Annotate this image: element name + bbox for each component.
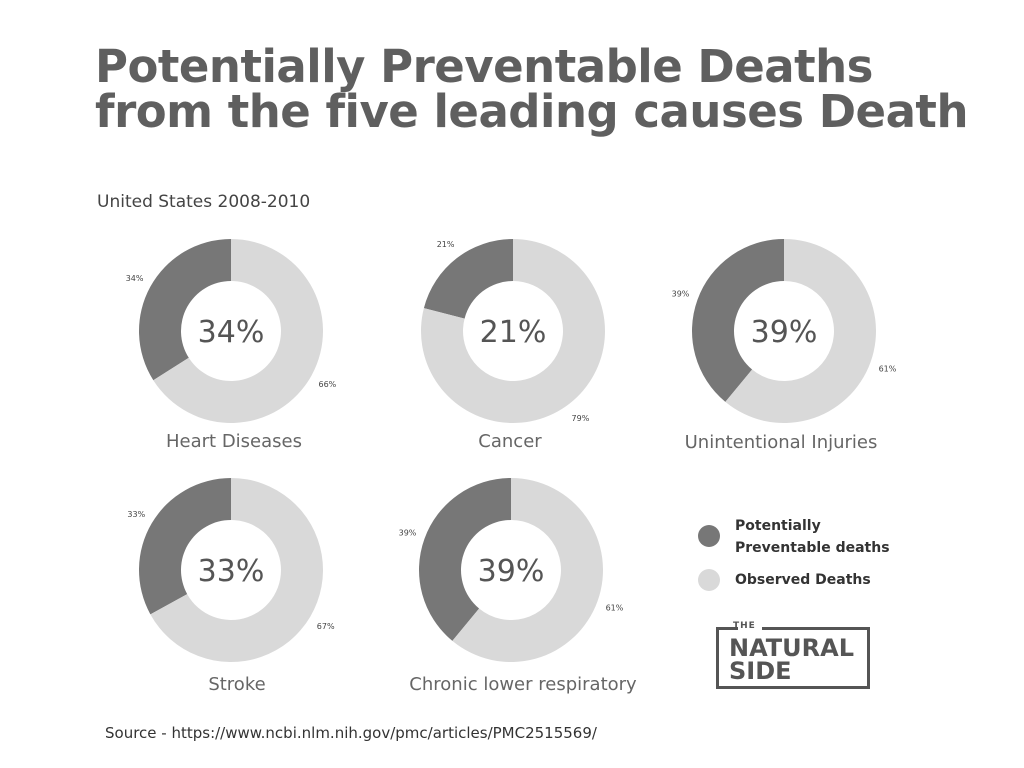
legend-swatch-observed [698,569,720,591]
slice-label-observed: 66% [319,380,337,389]
donut-center-label: 39% [478,554,545,589]
donut-svg: 39% 61% 39% [672,239,897,423]
source-citation: Source - https://www.ncbi.nlm.nih.gov/pm… [105,724,597,742]
donut-title-cancer: Cancer [478,431,542,452]
donut-heart-diseases: 34% 66% 34% [111,211,351,451]
donut-svg: 34% 66% 34% [126,239,337,423]
brand-logo: THE NATURAL SIDE [716,621,870,689]
slice-label-preventable: 33% [127,510,145,519]
legend-label-preventable: Potentially Preventable deaths [735,518,890,556]
donut-svg: 21% 79% 21% [421,239,605,423]
slice-preventable [423,239,513,319]
donut-title-unintentional-injuries: Unintentional Injuries [684,432,878,453]
legend-item-preventable: Potentially Preventable deaths [698,515,938,559]
slice-label-preventable: 39% [672,290,690,299]
donut-unintentional-injuries: 39% 61% 39% [664,211,904,451]
logo-border-left [716,627,738,630]
legend-swatch-preventable [698,525,720,547]
slice-label-preventable: 21% [437,240,455,249]
chart-title: Potentially Preventable Deaths from the … [95,40,968,138]
donut-svg: 33% 67% 33% [127,478,335,662]
donut-title-chronic-lower-respiratory: Chronic lower respiratory [409,674,637,695]
donut-center-label: 21% [480,315,547,350]
logo-side: SIDE [729,657,792,685]
donut-title-stroke: Stroke [208,674,266,695]
slice-observed [150,478,324,662]
donut-center-label: 34% [198,315,265,350]
donut-stroke: 33% 67% 33% [111,450,351,690]
slice-preventable [419,478,511,641]
slice-observed [725,239,876,423]
legend-item-observed: Observed Deaths [698,569,938,591]
logo-natural: NATURAL [729,634,855,662]
donut-center-label: 39% [751,315,818,350]
donut-center-label: 33% [198,554,265,589]
slice-label-preventable: 34% [126,274,144,283]
slice-preventable [692,239,784,402]
logo-the: THE [733,621,756,631]
logo-border-right [762,627,870,630]
legend-label-observed: Observed Deaths [735,572,871,588]
slice-label-observed: 67% [317,622,335,631]
slice-observed [452,478,603,662]
donut-svg: 39% 61% 39% [399,478,624,662]
donut-cancer: 21% 79% 21% [393,211,633,451]
slice-label-observed: 61% [606,603,624,612]
slice-observed [421,239,605,423]
donut-chronic-lower-respiratory: 39% 61% 39% [391,450,631,690]
legend: Potentially Preventable deaths Observed … [698,515,938,601]
donut-title-heart-diseases: Heart Diseases [166,431,302,452]
slice-label-observed: 79% [572,414,590,423]
slice-observed [153,239,323,423]
chart-subtitle: United States 2008-2010 [97,192,311,212]
slice-preventable [139,478,231,615]
slice-label-observed: 61% [879,364,897,373]
slice-preventable [139,239,231,381]
slice-label-preventable: 39% [399,529,417,538]
